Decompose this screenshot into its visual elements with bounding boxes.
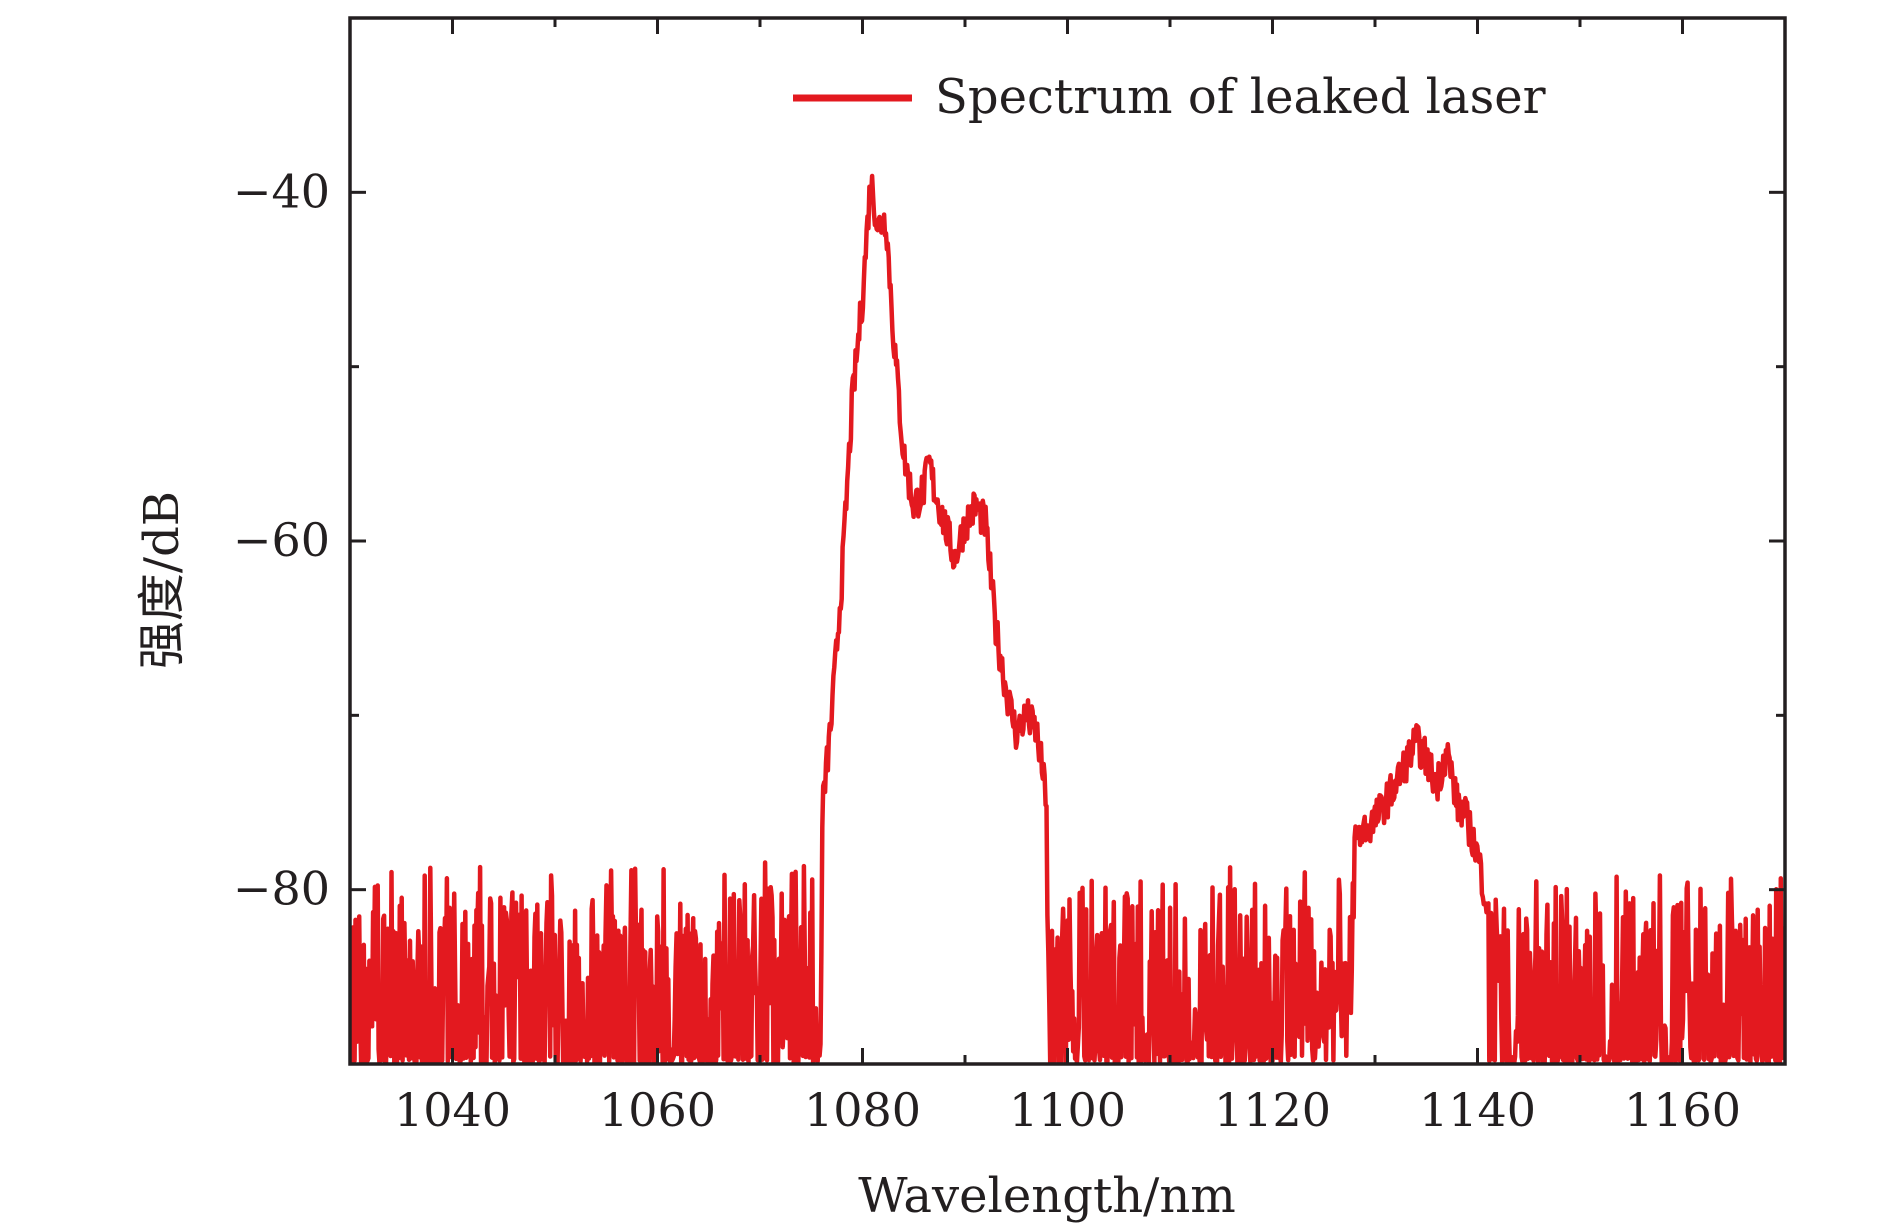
x-tick-label-1160: 1160 — [1624, 1083, 1741, 1137]
y-tick-label--40: −40 — [233, 164, 330, 218]
x-tick-label-1120: 1120 — [1214, 1083, 1331, 1137]
y-tick-label--60: −60 — [233, 513, 330, 567]
legend-label: Spectrum of leaked laser — [935, 69, 1546, 125]
x-tick-label-1060: 1060 — [599, 1083, 716, 1137]
y-tick-label--80: −80 — [233, 862, 330, 916]
series-line-spectrum — [350, 173, 1785, 1064]
x-tick-label-1080: 1080 — [804, 1083, 921, 1137]
x-tick-label-1140: 1140 — [1419, 1083, 1536, 1137]
legend: Spectrum of leaked laser — [793, 69, 1546, 125]
series-layer — [350, 173, 1785, 1064]
y-axis-label: 强度/dB — [134, 491, 190, 669]
x-axis-label: Wavelength/nm — [858, 1168, 1236, 1224]
ticks-layer: 1040 1060 1080 1100 1120 1140 1160 −40 −60 −80 — [233, 18, 1787, 1137]
x-tick-label-1100: 1100 — [1009, 1083, 1126, 1137]
x-tick-label-1040: 1040 — [394, 1083, 511, 1137]
